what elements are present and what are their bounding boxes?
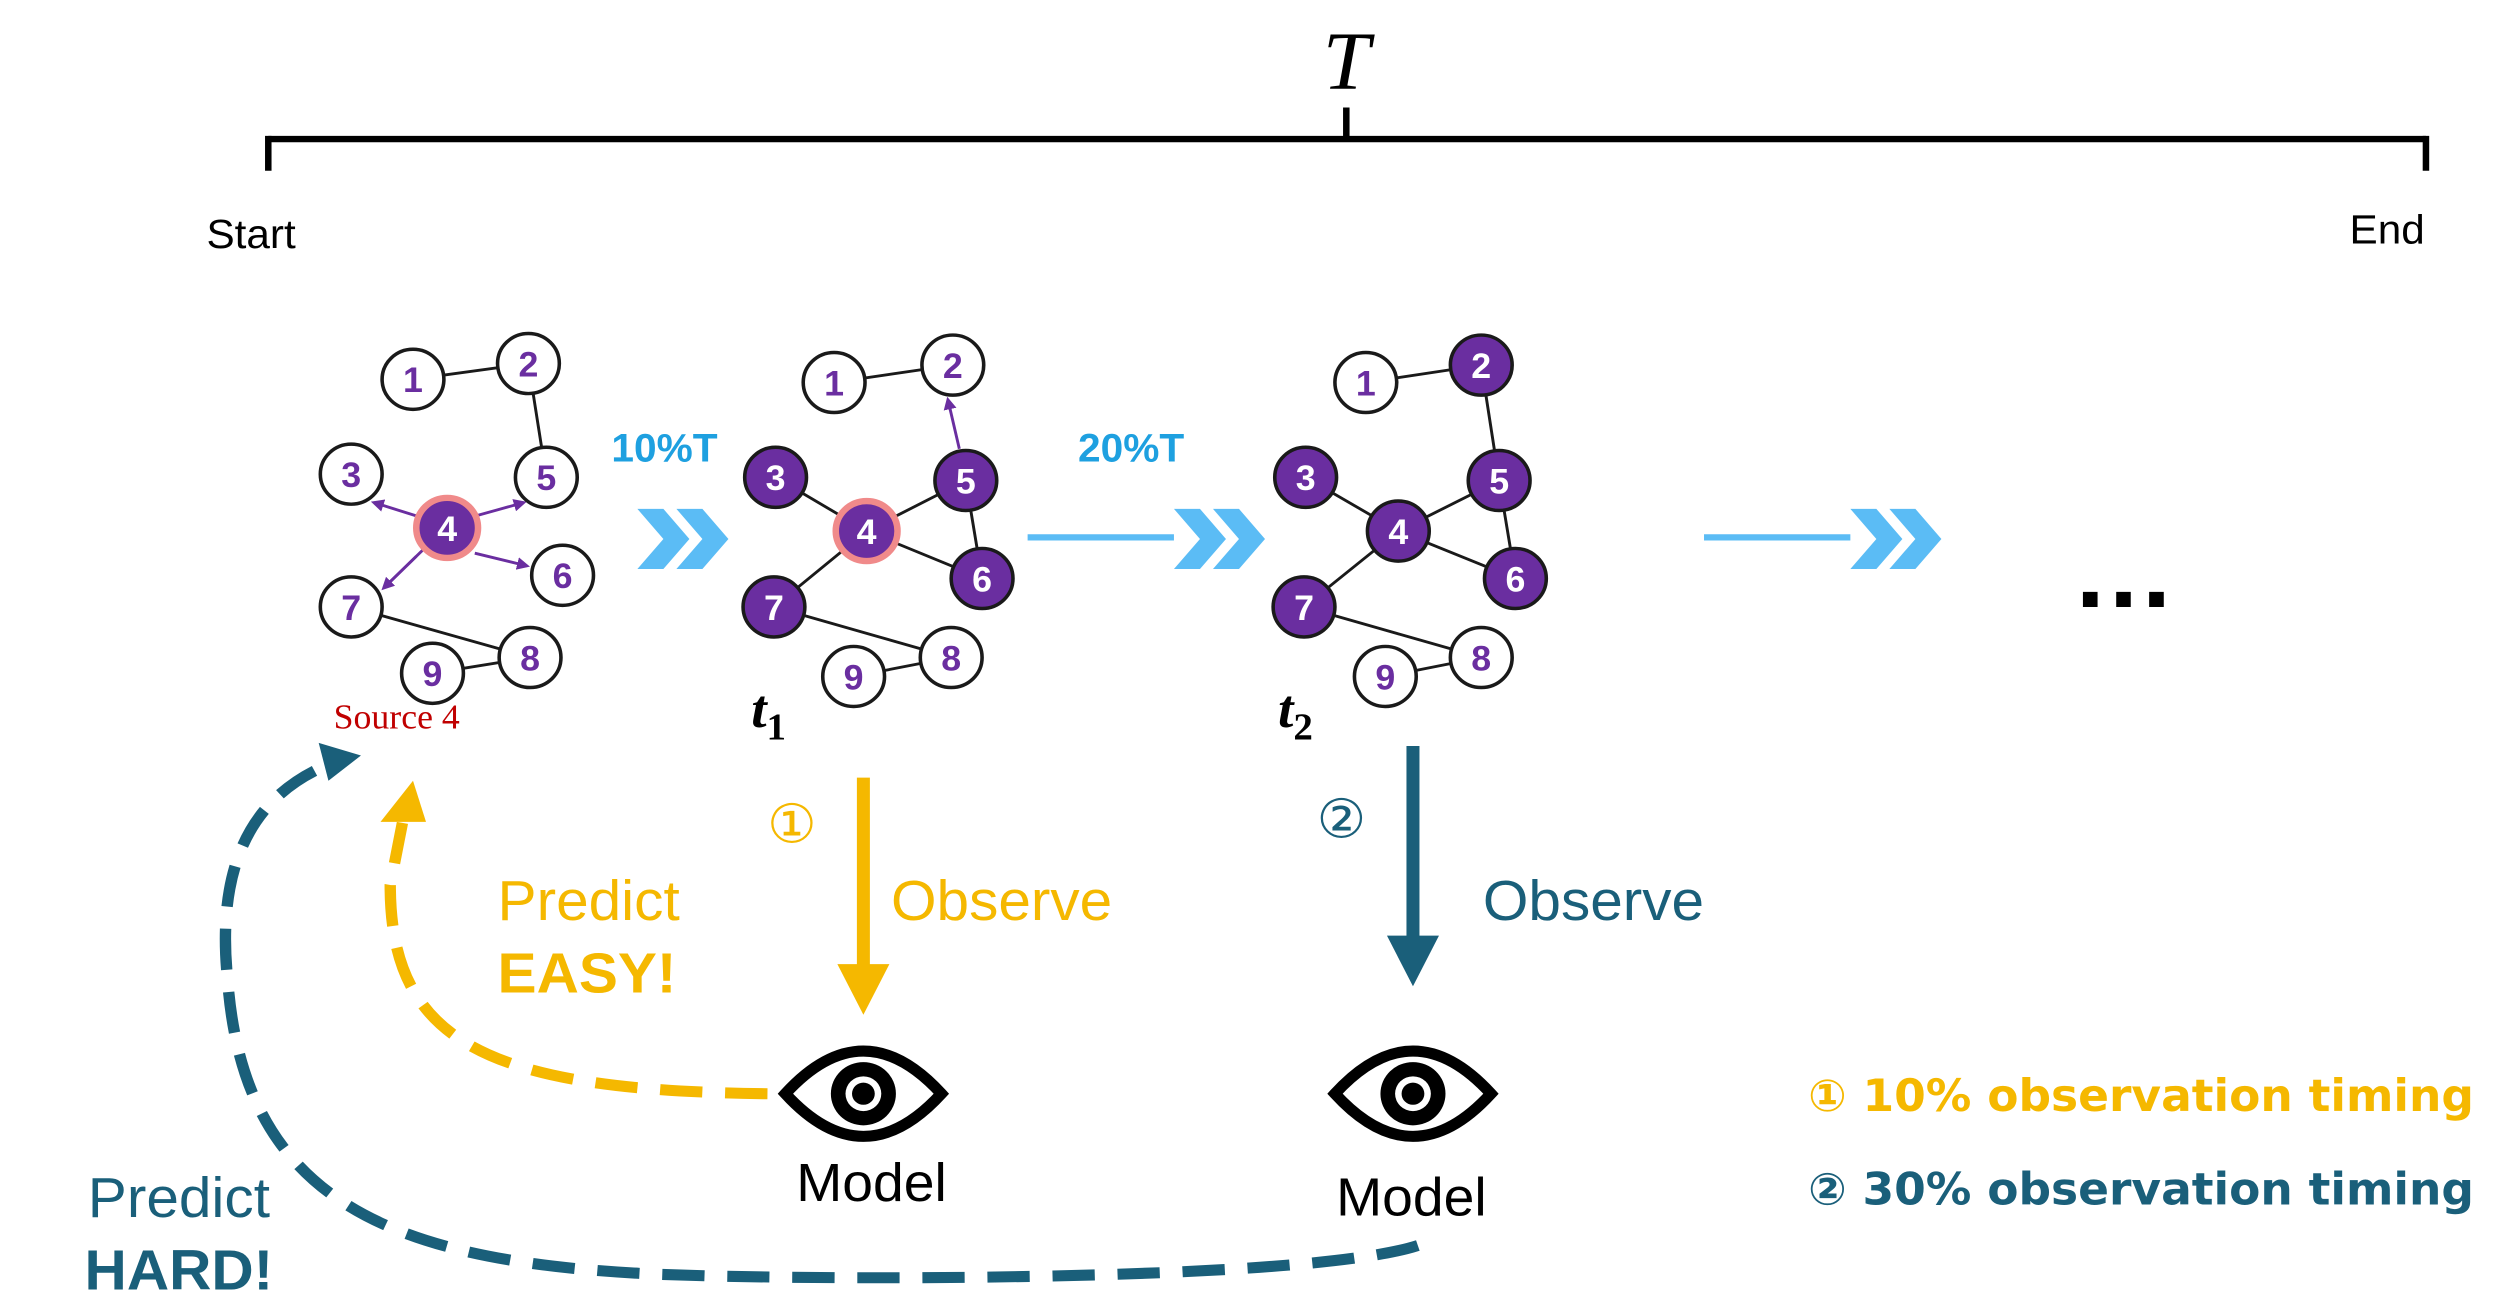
svg-text:2: 2: [518, 346, 538, 384]
svg-text:7: 7: [1294, 589, 1314, 627]
svg-text:2: 2: [1471, 347, 1491, 385]
graph-t1-node-2: 2: [920, 333, 986, 397]
predict-easy-arrow: [380, 780, 768, 1100]
svg-text:6: 6: [972, 561, 992, 599]
observe-label-2: Observe: [1483, 870, 1704, 933]
graph-t1-node-4: 4: [832, 497, 901, 565]
observe-marker-1: ①: [767, 792, 817, 855]
svg-text:5: 5: [536, 460, 556, 498]
predict-hard-line1: Predict: [88, 1167, 270, 1230]
step3-arrow: [1704, 508, 1942, 569]
graph-t2-node-6: 6: [1482, 546, 1549, 611]
svg-text:3: 3: [341, 457, 361, 495]
graph-t2-node-3: 3: [1272, 445, 1339, 510]
graph-t1-node-7: 7: [741, 575, 807, 639]
observe-arrow-2: [1386, 746, 1439, 987]
source-label: Source 4: [334, 698, 460, 736]
graph-source: 1 2 3 4 5 6 7 8 9: [318, 331, 596, 706]
predict-easy-line2: EASY!: [498, 942, 677, 1005]
legend-item-2: ② 30% observation timing: [1808, 1163, 2474, 1215]
graph-source-node-8: 8: [497, 625, 563, 690]
graph-t2: 1 2 3 4 5 6 7 8 9: [1271, 333, 1549, 709]
graph-source-node-4: 4: [412, 494, 482, 562]
model-label-1: Model: [796, 1153, 947, 1213]
graph-t1-node-9: 9: [820, 644, 887, 709]
svg-text:1: 1: [824, 365, 844, 403]
graph-t1-spread-arrow: [943, 396, 961, 450]
graph-t1-node-1: 1: [801, 350, 867, 415]
graph-t1-node-8: 8: [918, 625, 984, 690]
graph-t2-node-7: 7: [1271, 575, 1337, 639]
svg-text:3: 3: [766, 460, 786, 498]
t2-label: t2: [1278, 679, 1313, 749]
svg-text:4: 4: [1388, 513, 1408, 551]
observe-marker-2: ②: [1317, 787, 1367, 850]
graph-t2-node-4: 4: [1365, 499, 1432, 563]
svg-text:6: 6: [1505, 561, 1525, 599]
graph-t1-node-5: 5: [933, 448, 999, 513]
svg-text:8: 8: [941, 640, 961, 678]
svg-text:3: 3: [1296, 460, 1316, 498]
svg-text:1: 1: [403, 362, 423, 400]
svg-text:2: 2: [943, 347, 963, 385]
timeline-bracket: [265, 107, 2430, 171]
svg-text:5: 5: [956, 463, 976, 501]
graph-t1-node-3: 3: [742, 445, 809, 510]
timeline-end-label: End: [2350, 206, 2425, 252]
predict-hard-line2: HARD!: [85, 1239, 274, 1302]
graph-t2-node-5: 5: [1466, 448, 1532, 513]
svg-text:4: 4: [437, 510, 457, 548]
svg-text:7: 7: [341, 589, 361, 627]
svg-text:9: 9: [1375, 659, 1395, 697]
eye-icon: [777, 1045, 950, 1142]
graph-source-node-2: 2: [495, 331, 562, 396]
graph-source-node-9: 9: [399, 641, 466, 706]
predict-easy-line1: Predict: [498, 870, 680, 933]
svg-text:8: 8: [1471, 640, 1491, 678]
legend-item-1: ① 10% observation timing: [1808, 1070, 2474, 1122]
graph-t1-node-6: 6: [949, 546, 1015, 611]
graph-t1: 1 2 3 4 5 6 7 8 9: [741, 333, 1015, 709]
graph-source-node-6: 6: [529, 543, 596, 608]
svg-text:5: 5: [1489, 463, 1509, 501]
observe-arrow-1: [837, 777, 890, 1015]
step1-chevrons: [637, 508, 729, 569]
graph-source-node-1: 1: [380, 347, 446, 412]
step2-label: 20%T: [1078, 427, 1185, 470]
svg-text:7: 7: [764, 589, 784, 627]
graph-source-node-5: 5: [513, 445, 580, 510]
svg-text:9: 9: [423, 656, 443, 694]
timeline-start-label: Start: [206, 211, 296, 257]
svg-text:9: 9: [844, 659, 864, 697]
step1-label: 10%T: [611, 427, 718, 470]
svg-text:1: 1: [1356, 365, 1376, 403]
svg-text:4: 4: [857, 513, 877, 551]
graph-t2-node-9: 9: [1352, 644, 1419, 709]
graph-t2-node-8: 8: [1448, 625, 1514, 690]
graph-source-node-3: 3: [318, 442, 384, 506]
observe-label-1: Observe: [891, 870, 1112, 933]
graph-t2-node-2: 2: [1448, 333, 1514, 397]
graph-source-node-7: 7: [318, 575, 384, 639]
model-label-2: Model: [1336, 1167, 1487, 1227]
graph-t2-node-1: 1: [1333, 350, 1399, 415]
ellipsis: …: [2071, 515, 2175, 628]
step2-arrow: [1027, 508, 1266, 569]
t1-label: t1: [751, 679, 786, 749]
graph-source-spread-arrows: [370, 499, 530, 591]
eye-icon: [1327, 1045, 1499, 1142]
timeline-label: T: [1323, 17, 1376, 108]
svg-text:6: 6: [553, 558, 573, 596]
svg-text:8: 8: [520, 640, 540, 678]
